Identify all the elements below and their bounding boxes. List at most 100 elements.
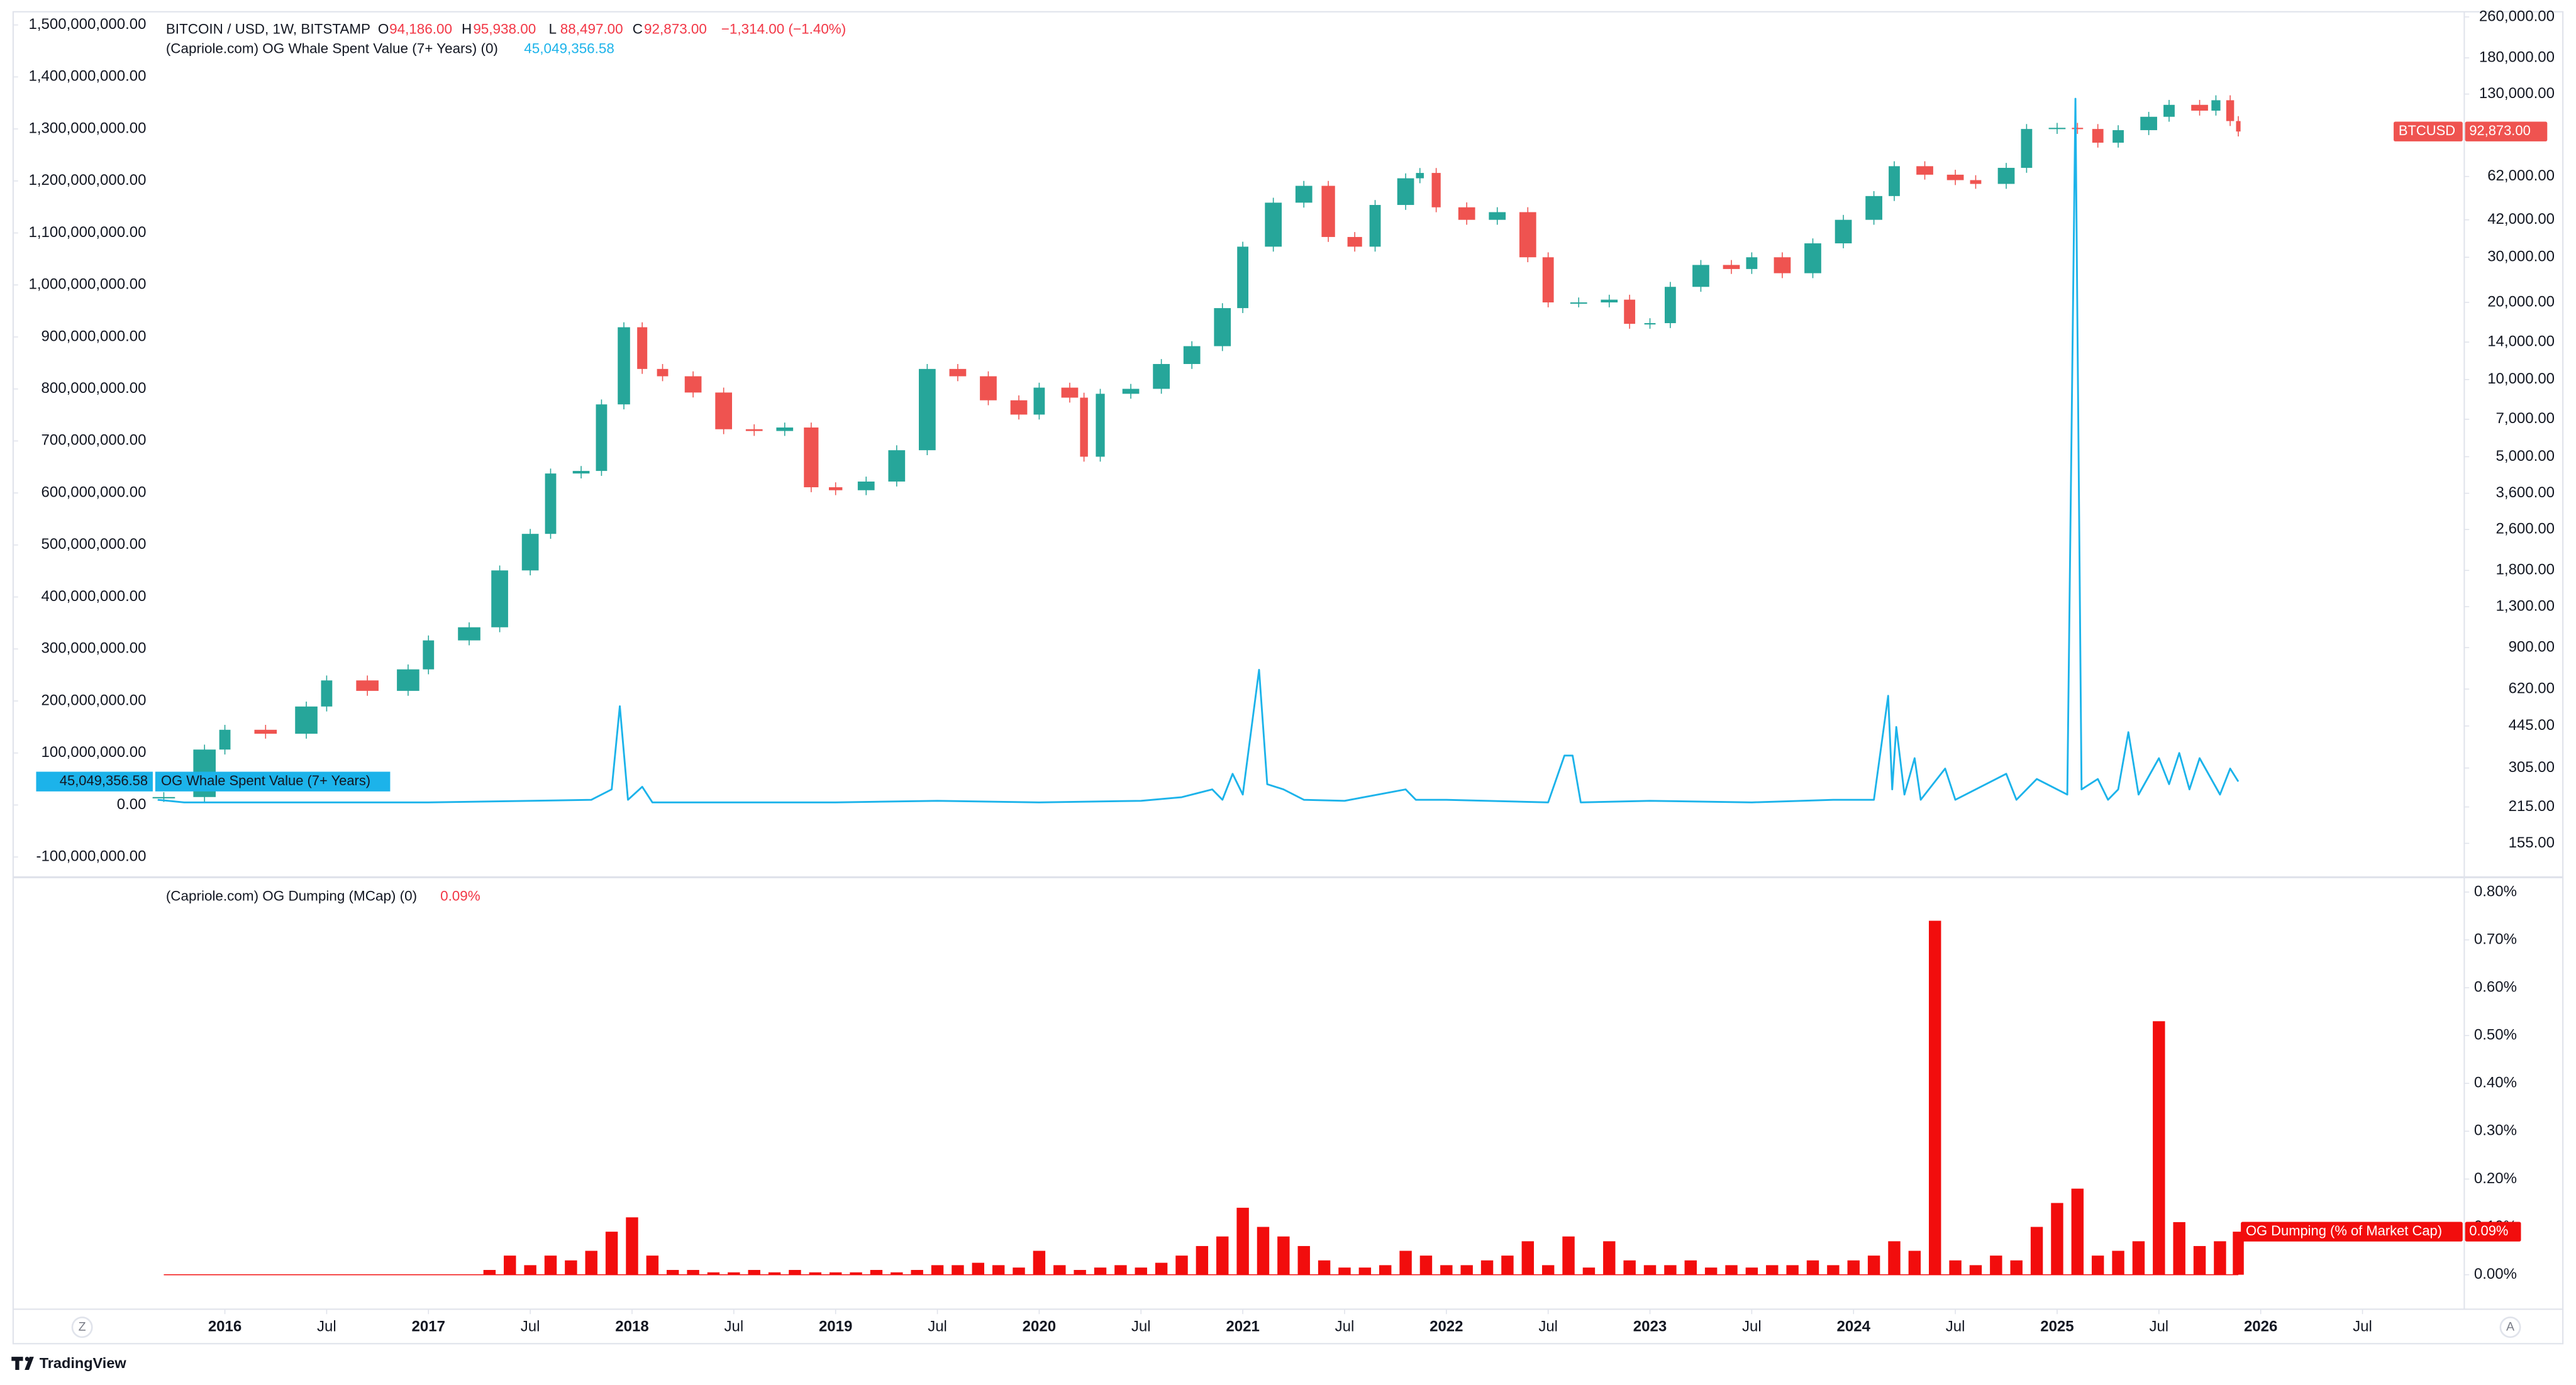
candle-body — [1369, 205, 1381, 247]
candle-body — [2092, 129, 2104, 143]
y-tick-label: 900,000,000.00 — [42, 328, 147, 345]
x-tick-label: Jul — [2149, 1318, 2168, 1335]
y-tick-label: 0.00% — [2474, 1266, 2517, 1283]
bar — [2071, 1188, 2084, 1275]
y2-tick-label: 30,000.00 — [2487, 248, 2555, 265]
y-tick-label: 1,000,000,000.00 — [29, 276, 147, 293]
bar — [2091, 1255, 2104, 1275]
bar — [1969, 1265, 1982, 1275]
y2-tick-label: 155.00 — [2509, 834, 2555, 851]
bar — [1338, 1267, 1351, 1275]
y-tick-label: 100,000,000.00 — [42, 744, 147, 761]
bar — [931, 1265, 944, 1275]
x-tick-label: 2020 — [1023, 1318, 1056, 1335]
bar — [748, 1270, 760, 1275]
y2-tick-label: 180,000.00 — [2479, 48, 2555, 65]
candle-body — [1519, 212, 1536, 258]
bar — [829, 1272, 842, 1275]
bar — [1562, 1236, 1575, 1275]
candle-body — [1916, 166, 1933, 175]
candle-body — [423, 640, 435, 670]
bar — [972, 1262, 984, 1275]
bar — [1135, 1267, 1147, 1275]
bar — [992, 1265, 1005, 1275]
auto-button-label[interactable]: A — [2506, 1320, 2515, 1333]
y2-tick-label: 62,000.00 — [2487, 167, 2555, 184]
bar — [2030, 1227, 2043, 1275]
bar — [1847, 1260, 1860, 1275]
candle-body — [1601, 299, 1618, 303]
bar — [768, 1272, 781, 1275]
bar — [585, 1250, 597, 1275]
candle-body — [1265, 202, 1282, 247]
bar — [2010, 1260, 2023, 1275]
x-tick-label: Jul — [2353, 1318, 2372, 1335]
bar — [1379, 1265, 1392, 1275]
tag-name-bg — [2241, 1222, 2463, 1242]
y-tick-label: 0.20% — [2474, 1170, 2517, 1187]
zoom-button[interactable] — [71, 1316, 93, 1338]
candle-body — [1458, 207, 1475, 220]
symbol-title: BITCOIN / USD, 1W, BITSTAMP — [166, 21, 370, 36]
brand-logo-dot[interactable] — [25, 1357, 30, 1361]
candle-body — [397, 669, 419, 691]
bar — [1949, 1260, 1962, 1275]
candle-body — [1664, 287, 1676, 324]
y2-tick-label: 445.00 — [2509, 717, 2555, 734]
candle-body — [1889, 166, 1900, 196]
y2-tick-label: 260,000.00 — [2479, 8, 2555, 25]
x-tick-label: Jul — [317, 1318, 336, 1335]
zoom-button-label[interactable]: Z — [79, 1320, 86, 1333]
candle-body — [1835, 219, 1852, 244]
bar — [1745, 1267, 1758, 1275]
tag-value-bg — [36, 771, 153, 792]
bar — [1684, 1260, 1697, 1275]
bar — [850, 1272, 862, 1275]
y-tick-label: -100,000,000.00 — [36, 847, 147, 864]
candle-body — [2048, 128, 2066, 130]
bar — [1196, 1245, 1209, 1275]
x-tick-label: Jul — [1742, 1318, 1762, 1335]
dumping-legend-value: 0.09% — [440, 888, 480, 904]
x-tick-label: Jul — [1946, 1318, 1965, 1335]
y2-tick-label: 5,000.00 — [2496, 448, 2555, 465]
bar — [1013, 1267, 1025, 1275]
brand[interactable]: TradingView — [40, 1355, 127, 1371]
candle-body — [2072, 128, 2084, 130]
x-tick-label: 2023 — [1633, 1318, 1667, 1335]
y2-tick-label: 305.00 — [2509, 759, 2555, 776]
y-tick-label: 0.00 — [117, 796, 147, 813]
whale-legend-title: (Capriole.com) OG Whale Spent Value (7+ … — [166, 41, 498, 57]
candle-body — [1183, 346, 1201, 364]
candle-body — [888, 450, 906, 482]
x-tick-label: Jul — [1335, 1318, 1355, 1335]
auto-button[interactable] — [2499, 1316, 2521, 1338]
bar — [911, 1270, 923, 1275]
candle-body — [1946, 174, 1964, 180]
y-tick-label: 0.80% — [2474, 883, 2517, 900]
brand-logo[interactable] — [11, 1357, 34, 1371]
candle-body — [1033, 387, 1045, 415]
bar — [1806, 1260, 1819, 1275]
candle-body — [2191, 104, 2208, 111]
tag-value-bg — [2465, 1222, 2521, 1242]
bar — [1766, 1265, 1779, 1275]
x-tick-label: 2018 — [615, 1318, 648, 1335]
y-tick-label: 700,000,000.00 — [42, 432, 147, 449]
bar — [1541, 1265, 1555, 1275]
tag-name: OG Dumping (% of Market Cap) — [2246, 1223, 2442, 1239]
y-tick-label: 1,300,000,000.00 — [29, 119, 147, 136]
bar — [1480, 1260, 1494, 1275]
labels: O 94,186.00 H 95,938.00 L 88,497.00 C 92,873.00… — [29, 8, 2555, 1335]
bar — [1643, 1265, 1657, 1275]
bar — [667, 1270, 679, 1275]
y-tick-label: 1,200,000,000.00 — [29, 172, 147, 189]
candle-body — [545, 473, 557, 534]
ohlc-key: O — [378, 21, 389, 36]
ohlc-key: C — [633, 21, 643, 36]
candle-body — [1237, 246, 1249, 309]
ohlc-value: 95,938.00 — [473, 21, 536, 36]
candle-body — [1416, 173, 1424, 179]
